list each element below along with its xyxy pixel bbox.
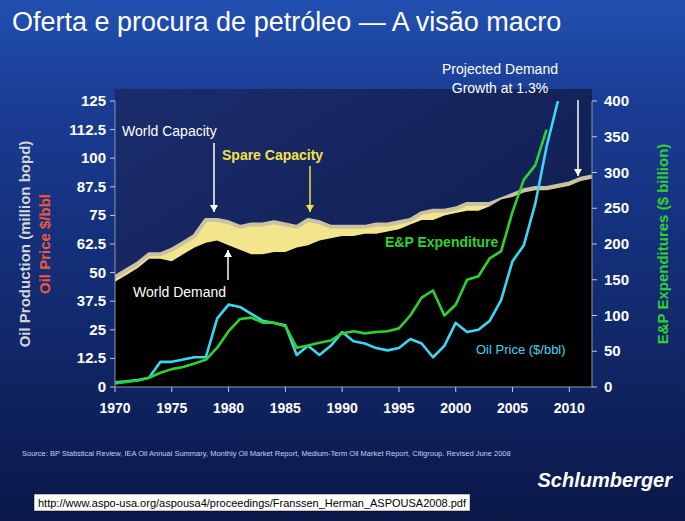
y-tick-label: 62.5 [77, 235, 106, 252]
annotation-line: Growth at 1.3% [452, 80, 549, 96]
y-tick-label: 0 [98, 378, 106, 395]
y2-tick [592, 387, 597, 388]
x-tick-label: 1990 [327, 400, 358, 416]
y-tick [110, 301, 115, 302]
x-tick-label: 1985 [270, 400, 301, 416]
y2-tick [592, 208, 597, 209]
y-tick [110, 158, 115, 159]
y-tick [110, 186, 115, 187]
y2-tick-label: 50 [604, 342, 621, 359]
y-axis-title: Oil Price $/bbl [36, 194, 53, 294]
y-tick [110, 215, 115, 216]
arrow [574, 100, 582, 176]
y2-tick-label: 200 [604, 235, 629, 252]
arrow [306, 166, 314, 212]
y-tick-label: 75 [89, 206, 106, 223]
y2-tick [592, 315, 597, 316]
x-tick-label: 1980 [213, 400, 244, 416]
arrow-head [210, 205, 218, 212]
y-tick [110, 387, 115, 388]
plot-marks [115, 101, 592, 387]
annotation: Projected Demand Growth at 1.3% [442, 61, 558, 96]
y2-tick [592, 172, 597, 173]
y-tick-label: 87.5 [77, 178, 106, 195]
x-tick-label: 1995 [383, 400, 414, 416]
x-tick [285, 387, 286, 392]
y2-tick [592, 244, 597, 245]
arrow [224, 250, 232, 280]
source: Source: BP Statistical Review, IEA Oil A… [22, 449, 511, 458]
annotation-line: Projected Demand [442, 61, 558, 77]
url: http://www.aspo-usa.org/aspousa4/proceed… [38, 497, 467, 509]
arrow [210, 143, 218, 212]
x-tick [512, 387, 513, 392]
url-box [34, 494, 470, 511]
logo: Schlumberger [538, 469, 674, 491]
y-tick [110, 329, 115, 330]
arrow-head [574, 169, 582, 176]
y-tick-label: 12.5 [77, 349, 106, 366]
series-label: E&P Expenditure [385, 234, 499, 250]
arrow-shaft [577, 100, 579, 176]
y-tick-label: 100 [81, 149, 106, 166]
x-tick-label: 1970 [99, 400, 130, 416]
y2-tick [592, 279, 597, 280]
y2-tick [592, 136, 597, 137]
y2-tick-label: 150 [604, 271, 629, 288]
annotation: Spare Capacity [222, 147, 323, 163]
x-tick-label: 2000 [440, 400, 471, 416]
y-tick-label: 50 [89, 264, 106, 281]
arrow-head [306, 205, 314, 212]
x-tick [455, 387, 456, 392]
series-label: World Capacity [122, 123, 217, 139]
area-series [115, 179, 592, 387]
background [0, 0, 685, 521]
arrow-head [224, 250, 232, 257]
y-tick-label: 112.5 [69, 121, 106, 138]
x-tick-label: 2005 [497, 400, 528, 416]
y2-tick [592, 101, 597, 102]
title: Oferta e procura de petróleo — A visão m… [12, 7, 561, 37]
y2-axis-title: E&P Expenditures ($ billion) [654, 144, 671, 345]
series-label: World Demand [133, 284, 226, 300]
series-label: Oil Price ($/bbl) [476, 342, 566, 357]
y-tick [110, 101, 115, 102]
y2-tick-label: 400 [604, 92, 629, 109]
y2-tick-label: 250 [604, 199, 629, 216]
y-tick-label: 125 [81, 92, 106, 109]
x-tick [569, 387, 570, 392]
slide: Oferta e procura de petróleo — A visão m… [0, 0, 685, 521]
x-tick [398, 387, 399, 392]
y-tick [110, 272, 115, 273]
x-tick [115, 387, 116, 392]
arrow-shaft [213, 143, 215, 212]
y-tick-label: 37.5 [77, 292, 106, 309]
y2-tick [592, 351, 597, 352]
y2-tick-label: 100 [604, 307, 629, 324]
x-tick [171, 387, 172, 392]
x-tick [342, 387, 343, 392]
area-series [115, 177, 592, 388]
line-series [115, 101, 558, 382]
x-tick-label: 2010 [554, 400, 585, 416]
y-tick [110, 244, 115, 245]
x-tick-label: 1975 [156, 400, 187, 416]
y-tick [110, 129, 115, 130]
x-tick [228, 387, 229, 392]
y2-tick-label: 350 [604, 128, 629, 145]
y-axis-title: Oil Production (million bopd) [16, 141, 33, 348]
y-tick [110, 358, 115, 359]
plot-background [115, 89, 592, 387]
y2-tick-label: 0 [604, 378, 612, 395]
y2-tick-label: 300 [604, 164, 629, 181]
x-axis [115, 387, 592, 388]
y-tick-label: 25 [89, 321, 106, 338]
